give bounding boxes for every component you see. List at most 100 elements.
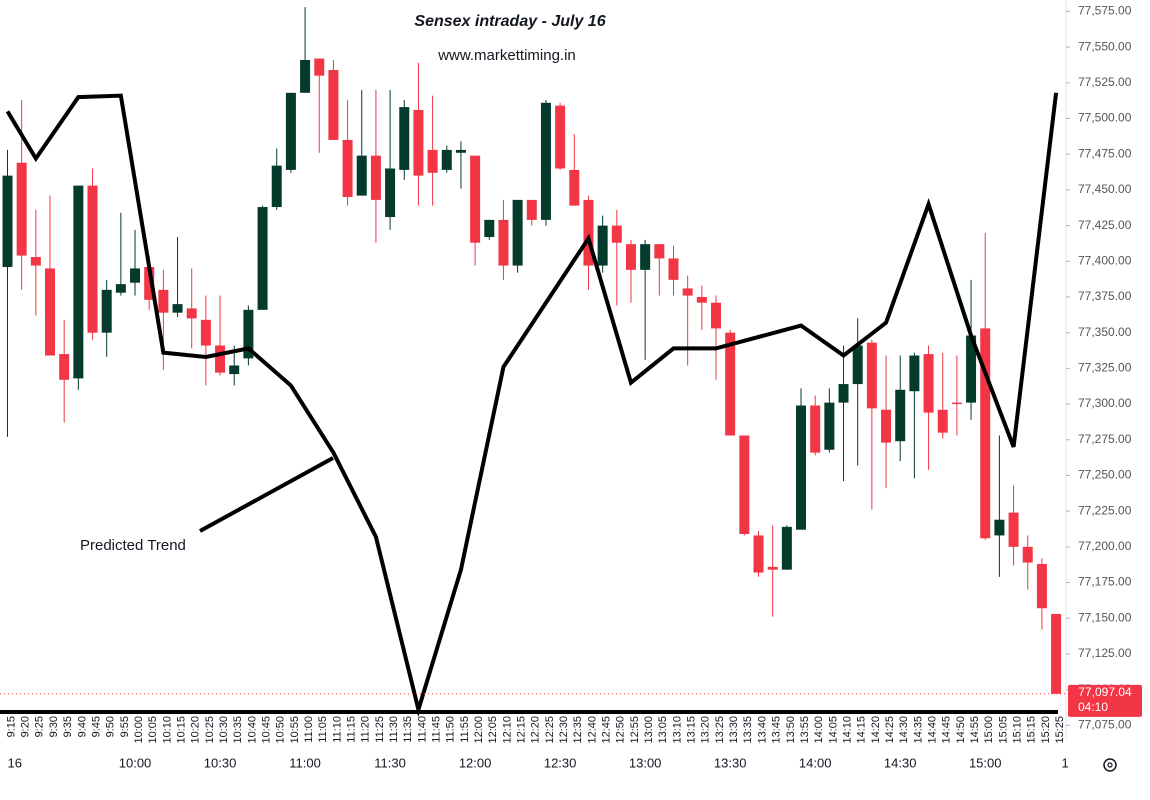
x-tick-label: 9:30 [48,716,60,737]
settings-ring[interactable] [1103,758,1117,772]
x-tick-label: 12:55 [629,716,641,744]
candle-body [385,168,396,218]
y-tick-label: 77,175.00 [1078,575,1132,589]
candle-body [200,319,211,346]
x-tick-label: 11:25 [374,716,386,743]
x-tick-label: 13:50 [785,716,797,744]
x-tick-label: 10:00 [133,716,145,744]
x-tick-label: 15:20 [1040,716,1052,744]
x-tick-label: 11:05 [317,716,329,743]
x-tick-label: 13:05 [657,716,669,744]
x-tick-label: 11:50 [445,716,457,743]
x-tick-label: 12:25 [544,716,556,744]
candle-body [130,268,141,283]
x-tick-label: 9:35 [62,716,74,737]
candle-body [781,526,792,570]
x-tick-label: 12:40 [586,716,598,744]
candle-body [895,389,906,442]
candle-body [725,332,736,436]
x-tick-label: 13:40 [756,716,768,744]
x-tick-label: 14:00 [813,716,825,744]
x-tick-label: 9:55 [119,716,131,737]
x-tick-label: 10:30 [218,716,230,744]
candle-body [951,402,962,405]
x-tick-label: 9:40 [76,716,88,737]
candle-body [144,266,155,300]
x-major-label: 10:30 [204,755,237,770]
candle-body [796,405,807,530]
x-tick-label: 14:10 [841,716,853,744]
y-tick-label: 77,575.00 [1078,4,1132,18]
y-tick-label: 77,450.00 [1078,182,1132,196]
candle-body [257,207,268,310]
y-tick-label: 77,125.00 [1078,646,1132,660]
candle-body [186,308,197,319]
x-tick-label: 10:55 [289,716,301,744]
y-tick-label: 77,500.00 [1078,111,1132,125]
x-major-label: 15:00 [969,755,1002,770]
candle-body [370,155,381,200]
x-tick-label: 11:10 [331,716,343,743]
candle-body [881,409,892,443]
x-major-label: 16 [8,755,22,770]
candle-body [555,105,566,169]
y-tick-label: 77,525.00 [1078,75,1132,89]
candle-body [115,284,126,293]
chart-subtitle: www.markettiming.in [437,47,576,64]
candle-body [498,219,509,266]
x-major-label: 13:00 [629,755,662,770]
candle-body [441,149,452,170]
candle-body [314,58,325,76]
x-tick-label: 13:15 [686,716,698,744]
x-tick-label: 10:05 [147,716,159,744]
settings-icon[interactable] [1103,758,1117,772]
last-price-box [1068,684,1142,717]
x-tick-label: 14:55 [969,716,981,744]
x-tick-label: 14:30 [898,716,910,744]
candle-body [399,107,410,170]
y-tick-label: 77,375.00 [1078,289,1132,303]
settings-dot[interactable] [1107,762,1113,768]
candle-body [455,149,466,153]
x-tick-label: 13:10 [671,716,683,744]
candle-body [937,409,948,433]
annotation-label: Predicted Trend [80,537,186,554]
x-tick-label: 12:45 [601,716,613,744]
x-tick-label: 11:30 [388,716,400,743]
candle-body [484,219,495,238]
x-tick-label: 12:05 [487,716,499,744]
candle-body [625,244,636,270]
candle-body [540,102,551,220]
x-tick-label: 13:35 [742,716,754,744]
x-tick-label: 15:25 [1054,716,1066,744]
x-tick-label: 12:15 [516,716,528,744]
candle-body [73,185,84,379]
candle-body [470,155,481,243]
x-tick-label: 10:10 [161,716,173,744]
y-tick-label: 77,325.00 [1078,361,1132,375]
x-tick-label: 10:45 [260,716,272,744]
x-tick-label: 12:30 [558,716,570,744]
x-tick-label: 13:20 [700,716,712,744]
candle-body [810,405,821,453]
x-tick-label: 10:40 [246,716,258,744]
candle-body [640,244,651,270]
candle-body [682,288,693,296]
candle-body [243,309,254,359]
candle-body [909,355,920,392]
trend-line [5,92,1059,718]
candle-body [285,92,296,170]
x-tick-label: 10:15 [175,716,187,744]
x-tick-label: 9:25 [34,716,46,737]
candle-body [654,244,665,259]
candle-body [824,402,835,450]
x-tick-label: 13:55 [799,716,811,744]
x-major-label: 10:00 [119,755,152,770]
last-price-label: 77,097.04 [1078,685,1132,699]
x-tick-label: 10:25 [204,716,216,744]
x-tick-label: 11:35 [402,716,414,743]
candle-body [512,199,523,266]
chart-title: Sensex intraday - July 16 [414,13,605,30]
candle-body [980,328,991,539]
